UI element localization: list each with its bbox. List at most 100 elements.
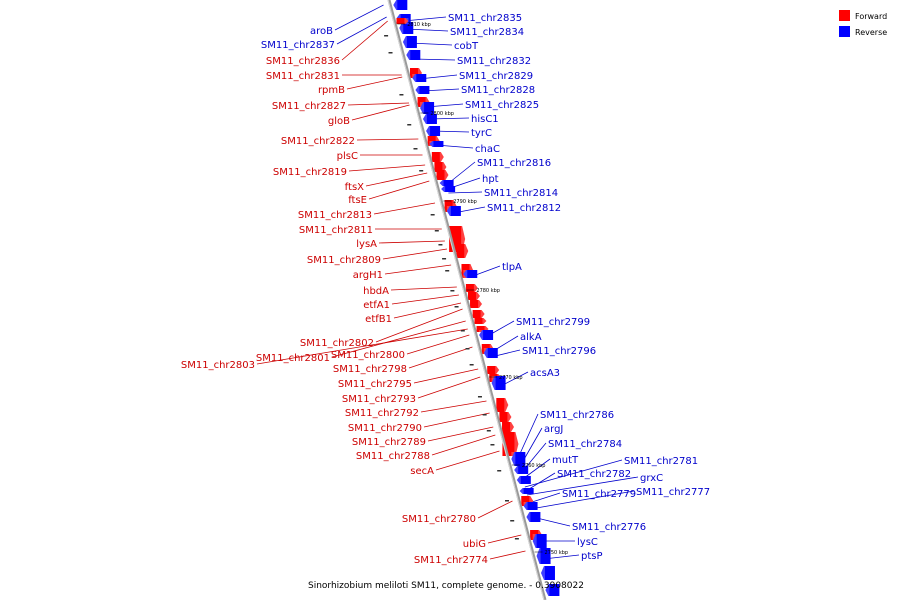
callout-line: [256, 328, 468, 365]
gene-block-shade: [446, 206, 451, 216]
gene-label: SM11_chr2828: [461, 85, 535, 96]
gene-label: chaC: [475, 144, 500, 155]
gene-block-shade: [420, 102, 425, 114]
callout-line: [417, 376, 481, 399]
gene-label: SM11_chr2792: [345, 408, 419, 419]
gene-label: SM11_chr2786: [540, 410, 614, 421]
gene-block: [496, 398, 509, 412]
legend-forward-swatch: [839, 10, 850, 21]
gene-label: SM11_chr2836: [266, 56, 340, 67]
gene-block: [396, 18, 409, 24]
gene-block: [456, 244, 469, 258]
callout-line: [382, 248, 448, 260]
gene-block: [426, 126, 441, 136]
gene-label: ubiG: [463, 539, 486, 550]
callout-line: [435, 450, 500, 471]
gene-block-shade: [415, 86, 420, 94]
gene-label: SM11_chr2788: [356, 451, 430, 462]
gene-label: hisC1: [471, 114, 499, 125]
callout-line: [403, 16, 447, 22]
gene-label: SM11_chr2803: [181, 360, 255, 371]
gene-marker: [430, 214, 435, 216]
gene-label: SM11_chr2835: [448, 13, 522, 24]
gene-label: SM11_chr2800: [331, 350, 405, 361]
gene-label: hbdA: [363, 286, 389, 297]
gene-label: SM11_chr2819: [273, 167, 347, 178]
tick-label: 2790 kbp: [453, 199, 477, 205]
legend: Forward Reverse: [839, 10, 887, 37]
gene-marker: [407, 124, 412, 126]
gene-block-shade: [464, 244, 469, 258]
callout-line: [336, 16, 387, 45]
gene-marker: [477, 396, 482, 398]
gene-label: SM11_chr2814: [484, 188, 558, 199]
gene-block: [472, 310, 485, 318]
gene-block-shade: [529, 496, 534, 506]
gene-marker: [434, 230, 439, 232]
gene-block-shade: [404, 18, 409, 24]
gene-block-shade: [495, 366, 500, 374]
gene-label: hpt: [482, 174, 499, 185]
callout-line: [356, 138, 419, 141]
gene-label: SM11_chr2813: [298, 210, 372, 221]
gene-block-shade: [429, 141, 434, 147]
gene-marker: [510, 520, 515, 522]
gene-label: SM11_chr2780: [402, 514, 476, 525]
gene-block: [470, 300, 483, 308]
gene-block-shade: [461, 226, 466, 252]
gene-block: [431, 152, 444, 162]
gene-block-shade: [426, 126, 431, 136]
gene-label: SM11_chr2790: [348, 423, 422, 434]
callout-line: [423, 412, 490, 428]
gene-marker: [497, 470, 502, 472]
gene-block-shade: [545, 584, 550, 596]
gene-block-shade: [399, 22, 404, 34]
tick-label: 2800 kbp: [430, 111, 454, 117]
tick-label: 2810 kbp: [407, 22, 431, 28]
gene-marker: [460, 330, 465, 332]
gene-label: grxC: [640, 473, 663, 484]
gene-marker: [490, 444, 495, 446]
caption: Sinorhizobium meliloti SM11, complete ge…: [308, 581, 584, 591]
gene-block: [420, 102, 435, 114]
gene-block-shade: [439, 152, 444, 162]
gene-block: [519, 488, 534, 494]
gene-label: SM11_chr2809: [307, 255, 381, 266]
callout-line: [365, 172, 428, 187]
gene-block-shade: [523, 502, 528, 510]
gene-label: SM11_chr2831: [266, 71, 340, 82]
gene-block-shade: [511, 452, 516, 466]
gene-label: SM11_chr2812: [487, 203, 561, 214]
callout-line: [420, 400, 487, 413]
gene-label: lysC: [577, 537, 598, 548]
gene-marker: [384, 35, 389, 37]
callout-line: [526, 476, 639, 496]
gene-block: [467, 292, 480, 300]
gene-label: SM11_chr2774: [414, 555, 488, 566]
gene-block: [474, 318, 487, 324]
gene-block: [441, 186, 456, 192]
gene-block-shade: [519, 488, 524, 494]
callout-line: [477, 500, 513, 519]
gene-block-shade: [484, 326, 489, 332]
gene-block-shade: [482, 318, 487, 324]
callout-line: [517, 413, 539, 460]
callout-line: [331, 320, 466, 358]
gene-block-shade: [478, 300, 483, 308]
gene-block: [399, 22, 414, 34]
genome-axis: [387, 0, 547, 600]
gene-label: alkA: [520, 332, 542, 343]
gene-block: [514, 466, 529, 474]
gene-block-shade: [417, 68, 422, 78]
legend-reverse-label: Reverse: [855, 28, 887, 37]
gene-block-shade: [441, 186, 446, 192]
legend-forward-label: Forward: [855, 12, 887, 21]
gene-block-shade: [504, 398, 509, 412]
gene-label: SM11_chr2798: [333, 364, 407, 375]
gene-block-shade: [393, 0, 398, 10]
callout-line: [347, 102, 410, 106]
gene-marker: [419, 170, 424, 172]
gene-block: [487, 366, 500, 374]
gene-label: argH1: [353, 270, 383, 281]
